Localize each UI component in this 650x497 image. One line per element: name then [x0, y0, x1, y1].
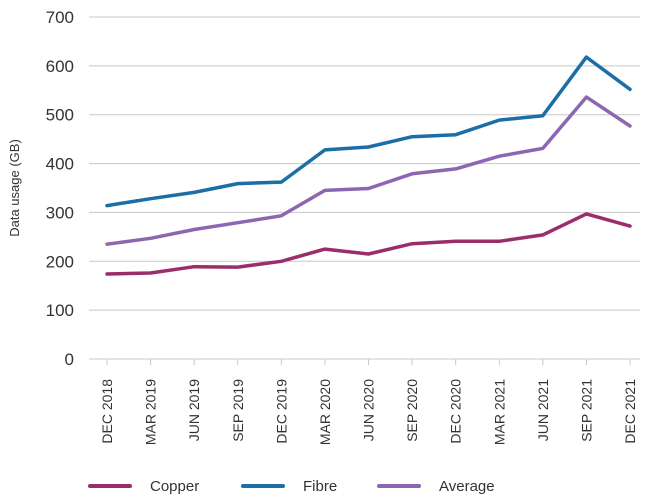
x-tick-label: JUN 2019: [186, 379, 202, 441]
legend: Copper Fibre Average: [88, 478, 495, 495]
x-tick-label: DEC 2019: [273, 379, 289, 444]
y-tick-label: 500: [46, 106, 74, 125]
series-line-fibre: [105, 55, 632, 208]
x-tick-label: SEP 2021: [578, 379, 594, 442]
series-line-copper: [105, 212, 632, 276]
gridlines: [89, 16, 640, 360]
y-tick-label: 400: [46, 155, 74, 174]
x-tick-label: DEC 2018: [99, 379, 115, 444]
legend-label: Copper: [150, 478, 199, 495]
legend-label: Average: [439, 478, 495, 495]
y-tick-label: 0: [65, 350, 74, 369]
x-tick-label: MAR 2019: [143, 379, 159, 445]
legend-label: Fibre: [303, 478, 337, 495]
x-tick-label: JUN 2020: [361, 379, 377, 441]
x-tick-label: DEC 2021: [622, 379, 638, 444]
y-tick-label: 200: [46, 252, 74, 271]
y-tick-label: 300: [46, 203, 74, 222]
x-axis-ticks: DEC 2018 MAR 2019 JUN 2019 SEP 2019 DEC 2019…: [99, 359, 638, 445]
series-line-average: [105, 95, 632, 246]
y-tick-label: 700: [46, 8, 74, 27]
x-tick-label: MAR 2020: [317, 379, 333, 445]
y-tick-label: 600: [46, 57, 74, 76]
series-lines: [105, 55, 632, 276]
x-tick-label: MAR 2021: [491, 379, 507, 445]
x-tick-label: JUN 2021: [535, 379, 551, 441]
y-axis-ticks: 0 100 200 300 400 500 600 700: [46, 8, 74, 369]
x-tick-label: DEC 2020: [448, 379, 464, 444]
x-tick-label: SEP 2019: [230, 379, 246, 442]
x-tick-label: SEP 2020: [404, 379, 420, 442]
y-axis-title: Data usage (GB): [7, 139, 22, 237]
y-tick-label: 100: [46, 301, 74, 320]
